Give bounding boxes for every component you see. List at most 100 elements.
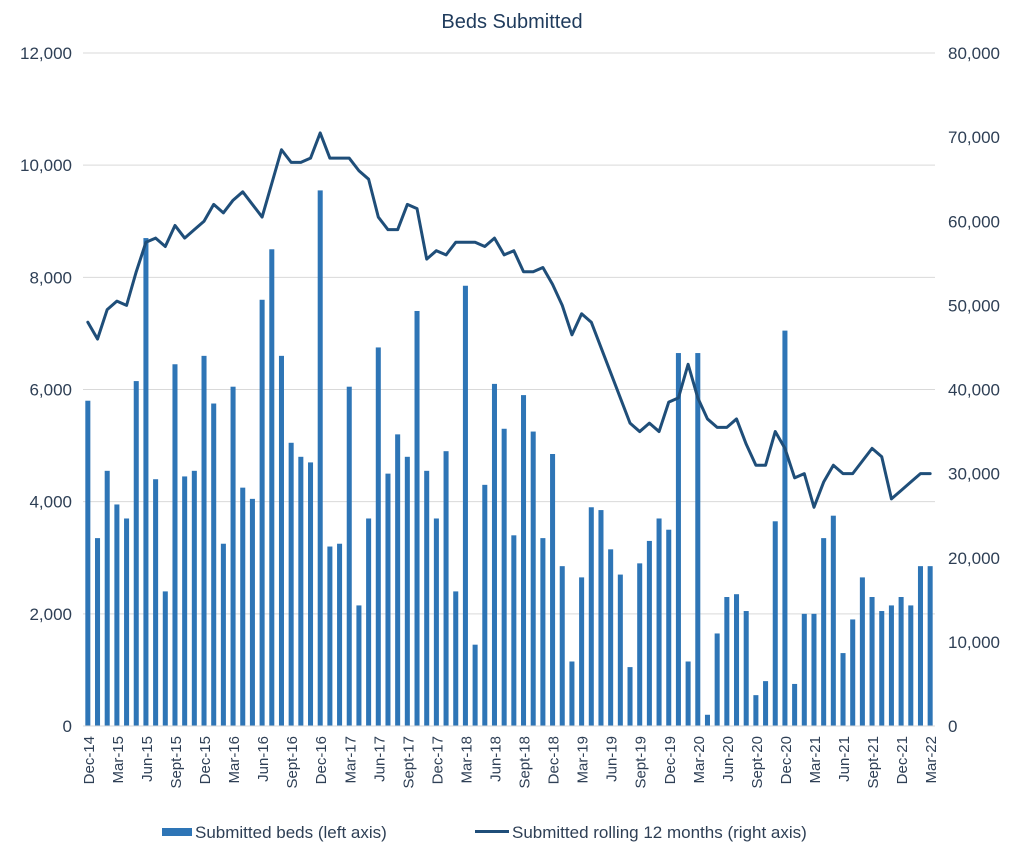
x-tick-label: Dec-19 xyxy=(662,736,679,784)
left-tick-label: 4,000 xyxy=(29,493,72,512)
bar xyxy=(656,518,662,726)
right-tick-label: 80,000 xyxy=(948,44,1000,63)
chart-title: Beds Submitted xyxy=(441,11,582,33)
bar xyxy=(888,605,894,726)
bar xyxy=(637,563,643,726)
bar xyxy=(278,355,284,726)
bar xyxy=(337,543,343,726)
right-tick-label: 20,000 xyxy=(948,549,1000,568)
bar xyxy=(346,386,352,726)
bar xyxy=(143,238,149,726)
x-tick-label: Sept-19 xyxy=(633,736,650,789)
bar-series-submitted-beds xyxy=(85,190,933,727)
rolling-12-month-line xyxy=(86,131,932,509)
bar xyxy=(782,330,788,726)
bar xyxy=(734,594,740,726)
bar xyxy=(840,653,846,726)
x-tick-label: Dec-20 xyxy=(778,736,795,784)
right-tick-label: 30,000 xyxy=(948,465,1000,484)
bar xyxy=(443,451,449,726)
bar xyxy=(724,597,730,726)
bar xyxy=(917,566,923,726)
bar xyxy=(511,535,517,726)
bar xyxy=(666,529,672,726)
x-axis: Dec-14 Mar-15 Jun-15 Sept-15 Dec-15 Mar-16 Jun… xyxy=(81,725,940,789)
bar xyxy=(675,353,681,726)
x-tick-label: Sept-20 xyxy=(749,736,766,789)
bar xyxy=(462,285,468,726)
bar xyxy=(801,613,807,726)
x-tick-label: Jun-21 xyxy=(836,736,853,782)
right-tick-label: 0 xyxy=(948,717,957,736)
x-tick-label: Jun-16 xyxy=(255,736,272,782)
bar xyxy=(211,403,217,726)
bar xyxy=(85,400,91,726)
bar xyxy=(530,431,536,726)
bar xyxy=(249,498,255,726)
line-series-rolling-12-months xyxy=(86,131,932,509)
bar xyxy=(646,540,652,726)
bar xyxy=(588,507,594,726)
x-tick-label: Dec-17 xyxy=(429,736,446,784)
x-tick-label: Mar-22 xyxy=(923,736,940,784)
left-tick-label: 6,000 xyxy=(29,381,72,400)
x-tick-label: Sept-18 xyxy=(517,736,534,789)
right-tick-label: 40,000 xyxy=(948,381,1000,400)
bar xyxy=(472,644,478,726)
right-tick-label: 10,000 xyxy=(948,633,1000,652)
bar xyxy=(704,714,710,726)
bar xyxy=(927,566,933,726)
bar xyxy=(191,470,197,726)
bar xyxy=(172,364,178,726)
x-tick-label: Mar-18 xyxy=(458,736,475,784)
x-tick-label: Mar-16 xyxy=(226,736,243,784)
bar xyxy=(859,577,865,726)
x-tick-label: Sept-17 xyxy=(400,736,417,789)
bar xyxy=(308,462,314,726)
left-tick-label: 0 xyxy=(63,717,72,736)
left-tick-label: 8,000 xyxy=(29,268,72,287)
x-tick-label: Mar-19 xyxy=(575,736,592,784)
bar xyxy=(259,299,265,726)
bar xyxy=(424,470,430,726)
bar xyxy=(114,504,120,726)
legend-bar-swatch xyxy=(162,828,192,836)
bar xyxy=(685,661,691,726)
bar xyxy=(356,605,362,726)
right-tick-label: 50,000 xyxy=(948,296,1000,315)
bar xyxy=(579,577,585,726)
legend: Submitted beds (left axis) Submitted rol… xyxy=(162,823,807,842)
bar xyxy=(230,386,236,726)
bar xyxy=(433,518,439,726)
bar xyxy=(714,633,720,726)
x-tick-label: Mar-21 xyxy=(807,736,824,784)
bar xyxy=(559,566,565,726)
bar xyxy=(366,518,372,726)
right-tick-label: 60,000 xyxy=(948,212,1000,231)
x-tick-label: Dec-21 xyxy=(894,736,911,784)
bar xyxy=(898,597,904,726)
bar xyxy=(695,353,701,726)
x-tick-label: Sept-15 xyxy=(168,736,185,789)
bar xyxy=(240,487,246,726)
bar xyxy=(908,605,914,726)
legend-line-swatch xyxy=(475,830,509,833)
x-tick-label: Dec-16 xyxy=(313,736,330,784)
bar xyxy=(95,538,101,726)
x-tick-label: Dec-15 xyxy=(197,736,214,784)
bar xyxy=(269,249,275,727)
x-tick-label: Jun-15 xyxy=(139,736,156,782)
bar xyxy=(182,476,188,726)
bar xyxy=(104,470,110,726)
left-y-axis: 0 2,000 4,000 6,000 8,000 10,000 12,000 xyxy=(20,44,72,736)
gridlines xyxy=(83,52,935,727)
x-tick-label: Jun-18 xyxy=(487,736,504,782)
x-tick-label: Jun-17 xyxy=(371,736,388,782)
bar xyxy=(830,515,836,726)
bar xyxy=(850,619,856,726)
bar xyxy=(521,395,527,726)
bar xyxy=(617,574,623,726)
bar xyxy=(598,510,604,726)
bar xyxy=(133,381,139,726)
bar xyxy=(153,479,159,726)
